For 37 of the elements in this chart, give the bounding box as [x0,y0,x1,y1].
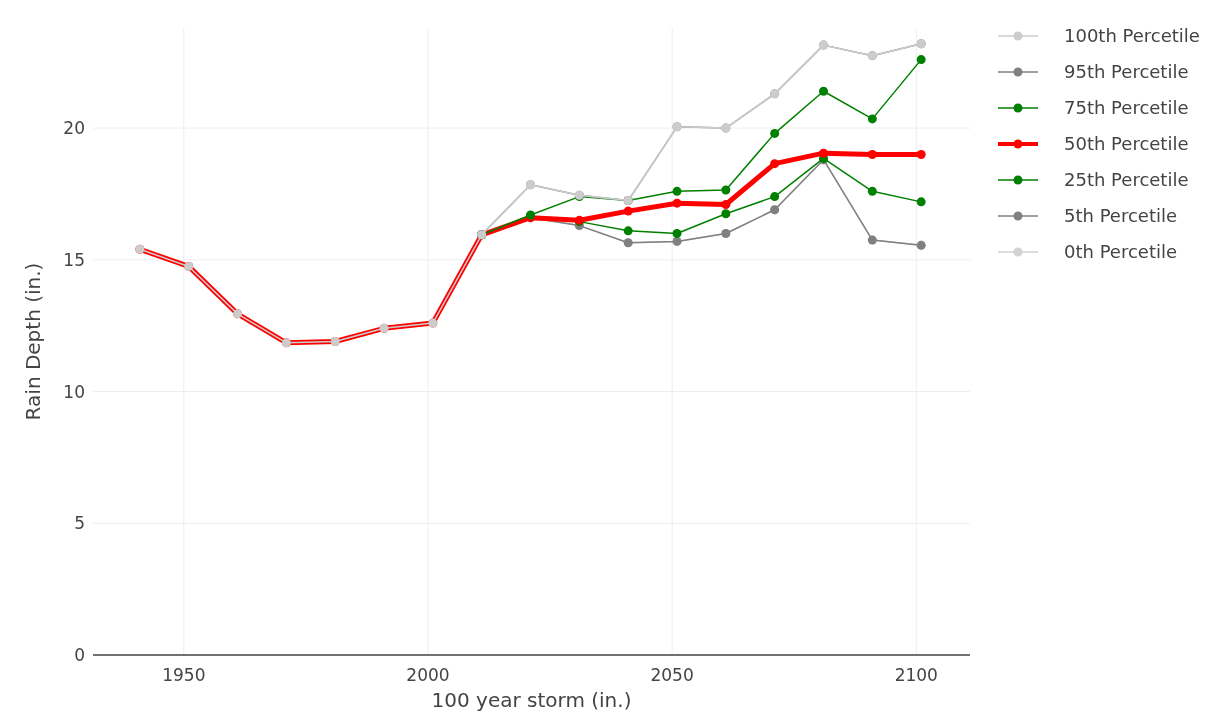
point [867,186,877,196]
legend-label: 50th Percetile [1064,133,1189,155]
point [721,209,731,219]
legend-label: 100th Percetile [1064,25,1200,47]
point [916,149,926,159]
point [770,159,780,169]
point [770,128,780,138]
point [819,86,829,96]
point [623,226,633,236]
y-tick-label: 10 [63,381,85,402]
legend-label: 5th Percetile [1064,205,1178,227]
legend-label: 0th Percetile [1064,241,1178,263]
point [672,228,682,238]
x-tick-label: 1950 [162,665,206,685]
y-tick-label: 5 [74,513,85,534]
y-tick-label: 20 [63,118,85,139]
point [867,114,877,124]
point [916,55,926,65]
legend-label: 25th Percetile [1064,169,1189,191]
y-tick-label: 15 [63,249,85,270]
point [916,197,926,207]
x-axis-title: 100 year storm (in.) [431,688,632,712]
point [721,185,731,195]
x-tick-label: 2100 [894,665,938,685]
x-tick-label: 2050 [650,665,694,685]
x-tick-label: 2000 [406,665,450,685]
point [672,198,682,208]
point [819,148,829,158]
point [623,206,633,216]
point [867,149,877,159]
legend-label: 95th Percetile [1064,61,1189,83]
point [672,186,682,196]
y-tick-label: 0 [74,644,85,665]
legend-label: 75th Percetile [1064,97,1189,119]
point [770,192,780,202]
point [721,200,731,210]
y-axis-title: Rain Depth (in.) [21,262,45,421]
